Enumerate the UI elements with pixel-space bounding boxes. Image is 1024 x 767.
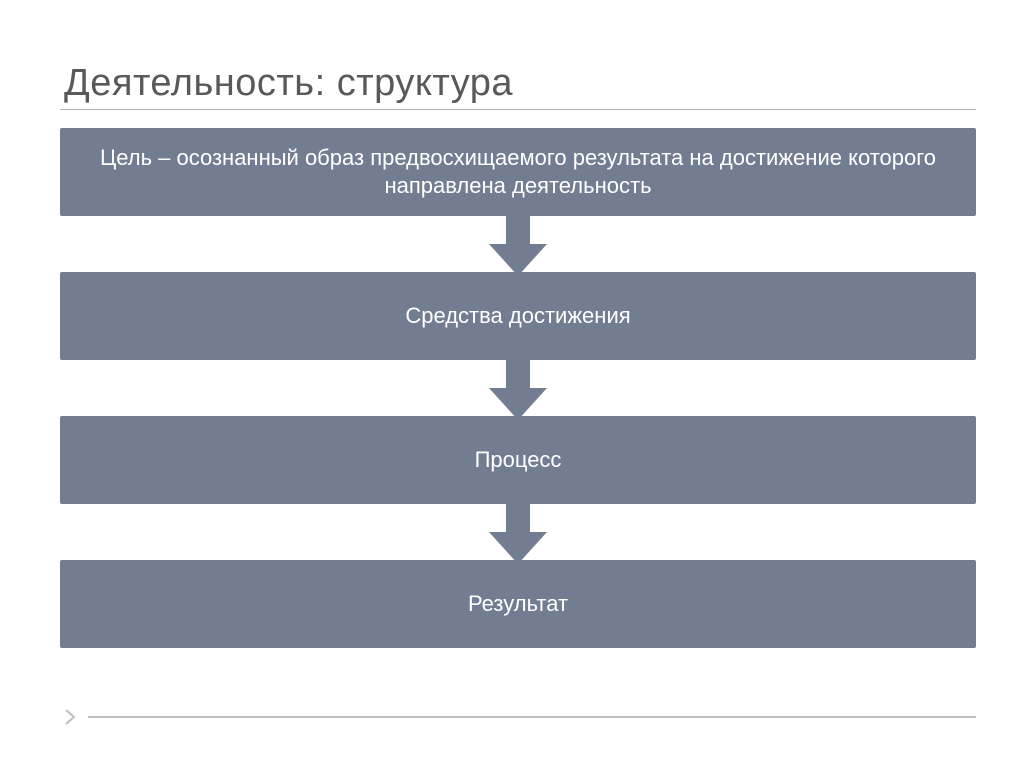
chevron-right-icon (60, 707, 80, 727)
flow-diagram: Цель – осознанный образ предвосхищаемого… (60, 128, 976, 648)
arrow-down-icon (489, 214, 547, 276)
flow-arrow (60, 502, 976, 562)
slide-title: Деятельность: структура (64, 62, 976, 105)
arrow-down-icon (489, 502, 547, 564)
flow-node-result: Результат (60, 560, 976, 648)
flow-node-process: Процесс (60, 416, 976, 504)
title-divider (60, 109, 976, 110)
flow-node-label: Средства достижения (405, 302, 630, 330)
flow-arrow (60, 358, 976, 418)
slide: Деятельность: структура Цель – осознанны… (0, 0, 1024, 767)
flow-node-label: Результат (468, 590, 568, 618)
flow-node-goal: Цель – осознанный образ предвосхищаемого… (60, 128, 976, 216)
flow-node-label: Процесс (475, 446, 562, 474)
footer-divider (60, 707, 976, 727)
flow-node-label: Цель – осознанный образ предвосхищаемого… (96, 144, 940, 200)
flow-arrow (60, 214, 976, 274)
arrow-down-icon (489, 358, 547, 420)
flow-node-means: Средства достижения (60, 272, 976, 360)
footer-line (88, 716, 976, 718)
